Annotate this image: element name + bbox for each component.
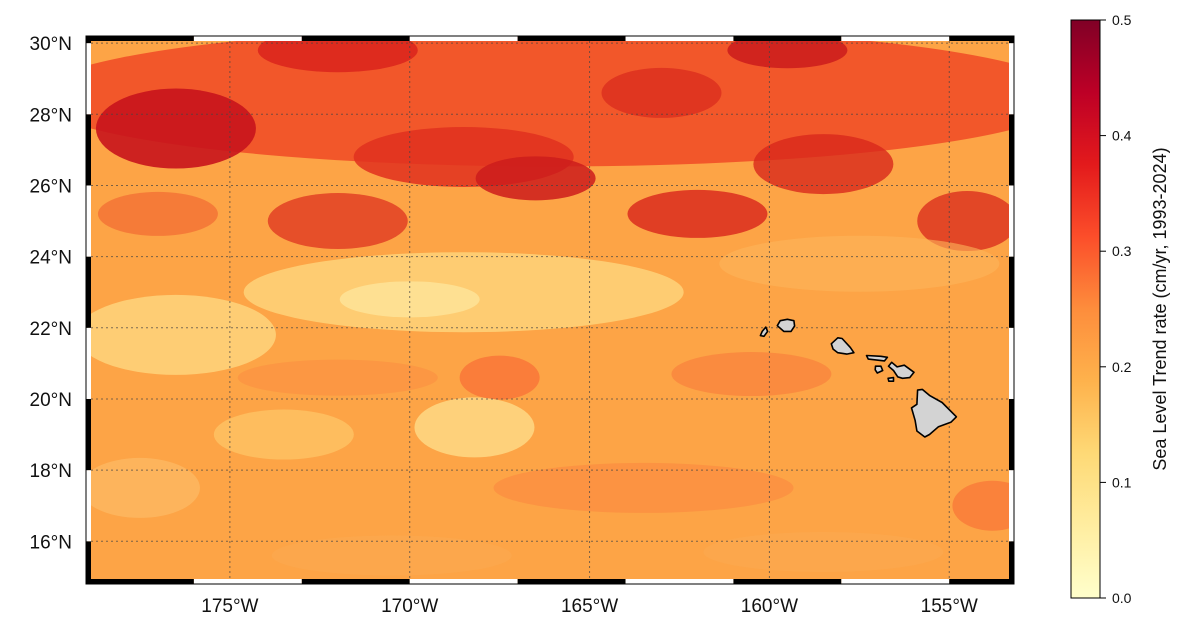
trend-patch bbox=[703, 531, 944, 572]
frame-segment bbox=[86, 185, 91, 257]
colorbar-tick-label: 0.5 bbox=[1112, 12, 1132, 28]
frame-segment bbox=[86, 398, 91, 471]
trend-patch bbox=[213, 409, 354, 460]
gridlines bbox=[86, 36, 1014, 584]
trend-patch bbox=[95, 88, 256, 169]
frame-segment bbox=[301, 36, 410, 41]
longitude-label: 160°W bbox=[741, 596, 798, 617]
frame-segment bbox=[193, 579, 302, 584]
trend-patch bbox=[493, 462, 794, 513]
longitude-label: 165°W bbox=[561, 596, 618, 617]
island-niihau bbox=[759, 326, 769, 338]
frame-segment bbox=[1009, 470, 1014, 542]
trend-patch bbox=[601, 67, 722, 118]
map-outline bbox=[85, 35, 1015, 585]
trend-patch bbox=[97, 191, 218, 236]
trend-patch bbox=[257, 36, 418, 73]
colorbar-ticks: 0.0 0.1 0.2 0.3 0.4 0.5 bbox=[1100, 12, 1132, 606]
frame-segment bbox=[733, 36, 842, 41]
latitude-label: 16°N bbox=[30, 532, 72, 553]
frame-segment bbox=[86, 579, 194, 584]
frame-segment bbox=[1009, 398, 1014, 471]
frame-segment bbox=[86, 541, 91, 584]
frame-segment bbox=[86, 36, 194, 41]
frame-segment bbox=[193, 36, 302, 41]
latitude-label: 18°N bbox=[30, 461, 72, 482]
island-molokai bbox=[865, 354, 889, 362]
hawaiian-islands bbox=[759, 318, 958, 438]
trend-patch bbox=[952, 480, 1014, 531]
colorbar-tick-label: 0.2 bbox=[1112, 359, 1132, 375]
longitude-tick-labels: 175°W 170°W 165°W 160°W 155°W bbox=[201, 596, 978, 617]
frame-segment bbox=[86, 470, 91, 542]
trend-patch bbox=[719, 235, 1000, 292]
latitude-tick-labels: 30°N 28°N 26°N 24°N 22°N 20°N 18°N 16°N bbox=[30, 34, 72, 553]
frame-segment bbox=[1009, 43, 1014, 115]
colorbar-tick-label: 0.4 bbox=[1112, 128, 1132, 144]
frame-segment bbox=[409, 579, 518, 584]
colorbar-label: Sea Level Trend rate (cm/yr, 1993-2024) bbox=[1150, 147, 1170, 470]
latitude-label: 22°N bbox=[30, 319, 72, 340]
sea-level-trend-map bbox=[85, 35, 1015, 585]
trend-patch bbox=[271, 535, 512, 576]
trend-patch bbox=[753, 134, 894, 195]
island-kahoolawe bbox=[887, 376, 895, 383]
frame-segment bbox=[625, 579, 734, 584]
trend-patch bbox=[267, 193, 408, 250]
map-frame bbox=[85, 35, 1015, 585]
island-kauai bbox=[776, 318, 796, 333]
frame-segment bbox=[517, 579, 626, 584]
island-maui bbox=[887, 361, 915, 380]
frame-segment bbox=[625, 36, 734, 41]
island-oahu bbox=[830, 336, 855, 355]
frame-segment bbox=[1009, 114, 1014, 186]
colorbar-tick-label: 0.1 bbox=[1112, 474, 1132, 490]
frame-segment bbox=[1009, 541, 1014, 584]
frame-segment bbox=[841, 36, 950, 41]
trend-patch bbox=[727, 36, 848, 69]
trend-patch bbox=[414, 397, 535, 458]
frame-segment bbox=[841, 579, 950, 584]
frame-segment bbox=[949, 36, 1014, 41]
frame-segment bbox=[733, 579, 842, 584]
trend-patch bbox=[627, 189, 768, 238]
longitude-label: 170°W bbox=[381, 596, 438, 617]
trend-field bbox=[86, 36, 1014, 576]
trend-patch bbox=[475, 156, 596, 201]
latitude-label: 26°N bbox=[30, 176, 72, 197]
island-hawaii bbox=[910, 388, 958, 438]
frame-segment bbox=[517, 36, 626, 41]
trend-patch bbox=[671, 352, 832, 397]
frame-segment bbox=[409, 36, 518, 41]
latitude-label: 24°N bbox=[30, 248, 72, 269]
frame-segment bbox=[86, 36, 91, 44]
colorbar: 0.0 0.1 0.2 0.3 0.4 0.5 Sea Level Trend rate … bbox=[1070, 12, 1170, 606]
latitude-label: 30°N bbox=[30, 34, 72, 55]
frame-segment bbox=[86, 327, 91, 399]
frame-segment bbox=[86, 114, 91, 186]
trend-patch bbox=[86, 457, 200, 518]
colorbar-tick-label: 0.3 bbox=[1112, 243, 1132, 259]
longitude-label: 155°W bbox=[921, 596, 978, 617]
latitude-label: 20°N bbox=[30, 390, 72, 411]
longitude-label: 175°W bbox=[201, 596, 258, 617]
frame-segment bbox=[86, 43, 91, 115]
latitude-label: 28°N bbox=[30, 105, 72, 126]
trend-patch bbox=[237, 359, 438, 396]
trend-patch bbox=[917, 191, 1014, 252]
trend-patch bbox=[86, 294, 276, 375]
frame-segment bbox=[949, 579, 1014, 584]
trend-patch bbox=[339, 281, 480, 318]
island-lanai bbox=[874, 365, 884, 374]
frame-segment bbox=[1009, 256, 1014, 328]
frame-segment bbox=[86, 256, 91, 328]
colorbar-gradient bbox=[1070, 19, 1101, 599]
frame-segment bbox=[301, 579, 410, 584]
trend-patch bbox=[459, 355, 540, 400]
colorbar-tick-label: 0.0 bbox=[1112, 590, 1132, 606]
frame-segment bbox=[1009, 185, 1014, 257]
frame-segment bbox=[1009, 36, 1014, 44]
frame-segment bbox=[1009, 327, 1014, 399]
